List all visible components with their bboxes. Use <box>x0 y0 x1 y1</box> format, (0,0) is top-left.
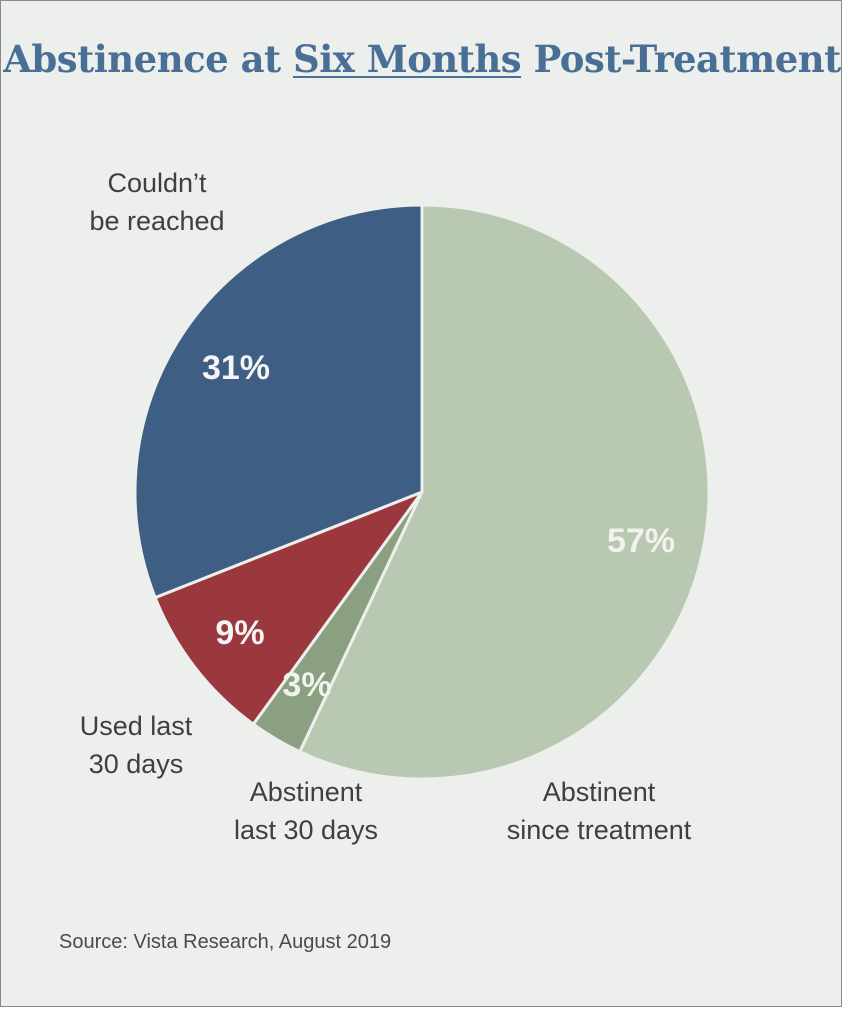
category-label-line: Abstinent <box>249 777 363 807</box>
category-label-abstinent-last-30-days: Abstinent last 30 days <box>196 773 416 849</box>
chart-title: Abstinence at Six Months Post-Treatment <box>1 37 842 81</box>
pie-slice <box>133 203 424 600</box>
title-part-1: Abstinence at <box>3 37 294 81</box>
category-label-line: Abstinent <box>542 777 656 807</box>
slice-value-label: 3% <box>282 666 331 704</box>
category-label-line: since treatment <box>506 815 692 845</box>
category-label-abstinent-since-treatment: Abstinent since treatment <box>474 773 724 849</box>
pie-slice <box>298 203 711 781</box>
category-label-line: 30 days <box>88 749 184 779</box>
title-part-2-underlined: Six Months <box>293 37 522 81</box>
title-part-3: Post-Treatment <box>521 37 841 81</box>
slice-value-label: 9% <box>215 614 264 652</box>
category-label-couldnt-be-reached: Couldn’t be reached <box>57 164 257 240</box>
category-label-line: be reached <box>89 206 225 236</box>
slice-value-label: 57% <box>607 522 675 560</box>
source-note: Source: Vista Research, August 2019 <box>59 931 392 953</box>
category-label-line: Used last <box>79 711 193 741</box>
category-label-line: last 30 days <box>233 815 379 845</box>
category-label-line: Couldn’t <box>107 168 207 198</box>
category-label-used-last-30-days: Used last 30 days <box>36 707 236 783</box>
slice-value-label: 31% <box>202 349 270 387</box>
pie-slice <box>153 490 424 726</box>
